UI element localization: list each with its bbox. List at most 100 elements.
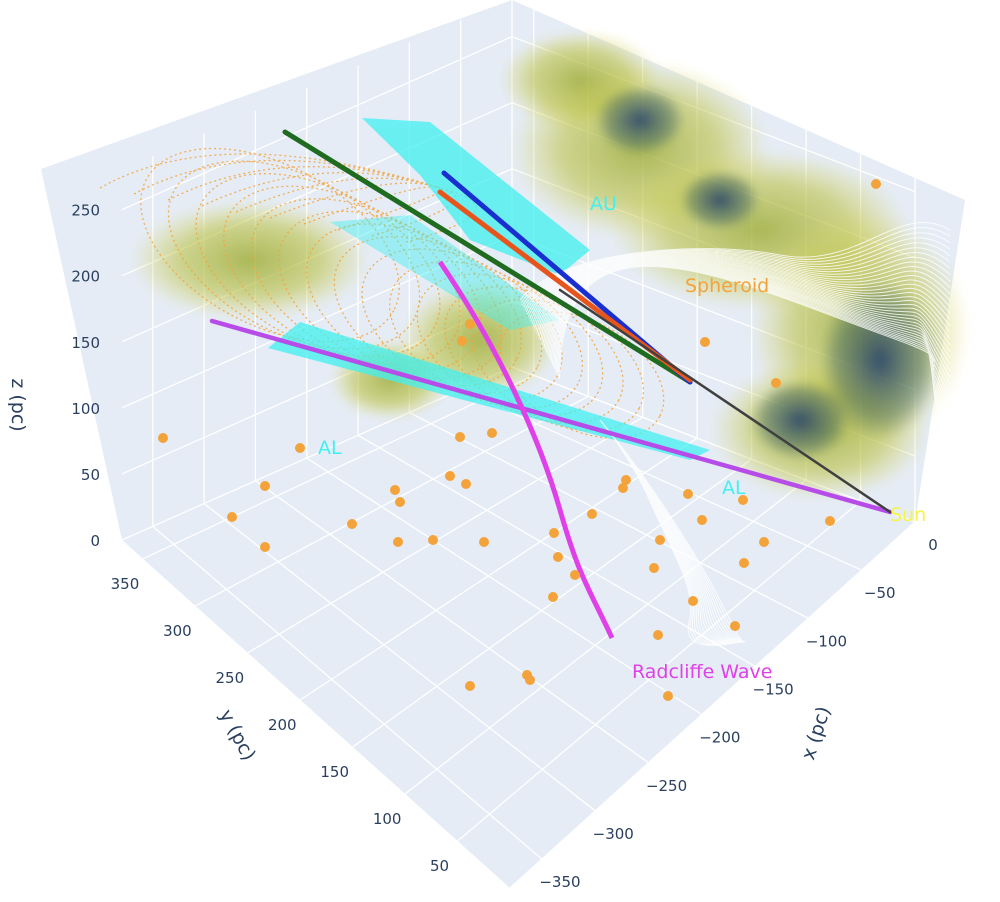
star-point — [618, 483, 628, 493]
white-surface-line — [544, 260, 951, 365]
star-point — [260, 542, 270, 552]
grid-line-x — [152, 525, 543, 860]
grid-line-x — [255, 480, 649, 764]
grid-line-y — [299, 437, 698, 701]
star-point — [549, 528, 559, 538]
x-tick-label: −200 — [699, 729, 740, 747]
annotation-sun: Sun — [890, 504, 926, 526]
white-surface-line — [559, 265, 951, 442]
y-tick-label: 300 — [163, 622, 192, 640]
grid-line-x — [203, 503, 596, 812]
z-tick-label: 150 — [71, 334, 100, 352]
star-point — [445, 471, 455, 481]
star-point — [525, 675, 535, 685]
annotation-al-right: AL — [722, 477, 746, 499]
spheroid-ring — [361, 248, 563, 402]
magenta-line — [209, 318, 893, 515]
spheroid-ring — [499, 311, 665, 439]
grid-line-y — [142, 374, 535, 560]
star-point — [655, 535, 665, 545]
grid-line-y — [509, 521, 916, 889]
z-tick-label: 50 — [81, 466, 100, 484]
y-tick-label: 50 — [430, 857, 449, 875]
grid-line-z — [121, 234, 513, 409]
z-axis-title: z (pc) — [7, 378, 29, 431]
grid-line-z — [121, 366, 513, 541]
star-point — [347, 519, 357, 529]
spheroid-meridian — [371, 187, 457, 237]
star-point — [759, 537, 769, 547]
cloud-dark — [680, 170, 760, 230]
star-point — [393, 537, 403, 547]
grid-line-y — [404, 479, 807, 795]
white-surface-line — [521, 232, 951, 306]
white-surface-line — [547, 261, 951, 378]
star-point — [663, 691, 673, 701]
star-point — [683, 489, 693, 499]
star-point — [697, 515, 707, 525]
star-point — [621, 475, 631, 485]
star-point — [825, 516, 835, 526]
green-line — [282, 129, 693, 385]
spheroid-meridian — [235, 177, 441, 213]
x-tick-label: −50 — [864, 584, 896, 602]
y-tick-label: 350 — [111, 575, 140, 593]
white-surface-line — [549, 262, 951, 391]
grid-line-x — [357, 434, 756, 668]
star-point — [479, 537, 489, 547]
star-point — [871, 179, 881, 189]
star-point — [738, 495, 748, 505]
white-surface-line — [539, 258, 951, 341]
star-point — [395, 497, 405, 507]
star-point — [548, 592, 558, 602]
annotation-spheroid: Spheroid — [685, 275, 769, 297]
cloud-dark — [750, 380, 850, 460]
star-point — [688, 596, 698, 606]
spheroid-meridian — [337, 187, 443, 231]
spheroid-ring — [389, 260, 583, 410]
grid-line-y — [352, 458, 753, 748]
spheroid-ring — [416, 273, 604, 417]
white-surface-line — [543, 260, 951, 359]
y-tick-label: 100 — [373, 810, 402, 828]
star-point — [295, 443, 305, 453]
grid-line-y — [195, 395, 589, 607]
x-tick-label: −350 — [539, 873, 580, 891]
white-surface-line — [541, 259, 951, 346]
x-tick-label: −250 — [646, 777, 687, 795]
grid-line-y — [457, 500, 861, 842]
star-point — [455, 432, 465, 442]
annotation-au: AU — [590, 193, 617, 215]
spheroid-ring — [444, 286, 624, 424]
axis-ticks: 0 −50 −100 −150 −200 −250 −300 −350 350 300 250 200… — [71, 202, 938, 891]
white-surface-line — [519, 222, 951, 301]
white-surface-line — [545, 261, 951, 372]
star-point — [461, 479, 471, 489]
y-tick-label: 150 — [320, 763, 349, 781]
y-axis-title: y (pc) — [215, 706, 260, 765]
spheroid-ring — [195, 173, 441, 357]
star-point — [730, 621, 740, 631]
star-point — [487, 428, 497, 438]
star-point — [158, 433, 168, 443]
star-point — [587, 509, 597, 519]
spheroid-ring — [167, 160, 421, 350]
white-surface-line — [542, 259, 951, 352]
al-plane-lower — [268, 322, 710, 460]
annotation-radcliffe-wave: Radcliffe Wave — [632, 661, 772, 683]
cloud-dark — [595, 85, 685, 155]
white-spheroid-surface — [519, 222, 951, 646]
white-surface-line — [640, 470, 746, 646]
sightlines — [209, 129, 893, 515]
star-point — [553, 552, 563, 562]
star-point — [227, 512, 237, 522]
au-plane — [362, 118, 590, 275]
annotation-al-left: AL — [318, 437, 342, 459]
annotations: AU Spheroid AL AL Sun Radcliffe Wave — [318, 193, 926, 683]
star-point — [739, 558, 749, 568]
dark-line — [558, 288, 892, 514]
grid-line-y — [247, 416, 644, 654]
white-surface-line — [538, 258, 951, 339]
x-tick-label: 0 — [928, 536, 938, 554]
